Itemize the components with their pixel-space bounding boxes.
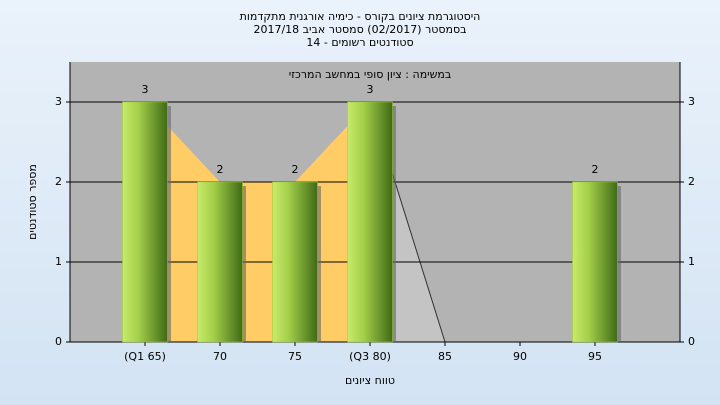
y-tick-label: 1 [55,255,62,268]
data-label: 2 [592,163,599,176]
x-axis-label: טווח ציונים [345,374,395,387]
x-tick-label: 85 [438,350,452,363]
x-tick-label: 95 [588,350,602,363]
data-label: 2 [292,163,299,176]
y2-tick-label: 1 [688,255,695,268]
chart-subtitle: בסמסטר (02/2017) סמסטר אביב 2017/18 [253,23,466,36]
y2-tick-label: 2 [688,175,695,188]
x-tick-label: 70 [213,350,227,363]
bar [272,181,318,343]
x-tick-label: (Q1 65) [124,350,166,363]
y-tick-label: 0 [55,335,62,348]
x-tick-label: (Q3 80) [349,350,391,363]
x-tick-label: 90 [513,350,527,363]
y-axis-label: מספר סטודנטים [26,164,39,240]
bar [572,181,618,343]
y-tick-label: 3 [55,95,62,108]
data-label: 3 [142,83,149,96]
bar [347,101,393,343]
y-tick-label: 2 [55,175,62,188]
bar [122,101,168,343]
chart-title: היסטוגרמת ציונים בקורס - כימיה אורגנית מ… [240,10,481,23]
annotation: במשימה : ציון סופי במחשב המרכזי [289,68,452,81]
x-tick-label: 75 [288,350,302,363]
y2-tick-label: 3 [688,95,695,108]
data-label: 2 [217,163,224,176]
bar [197,181,243,343]
plot: 0 0 1 1 2 2 3 3 (Q1 65) 3 70 2 75 2 (Q3 80) 3 85 90 95 2 [55,62,695,363]
chart-subtitle: סטודנטים רשומים - 14 [306,36,413,49]
data-label: 3 [367,83,374,96]
y2-tick-label: 0 [688,335,695,348]
